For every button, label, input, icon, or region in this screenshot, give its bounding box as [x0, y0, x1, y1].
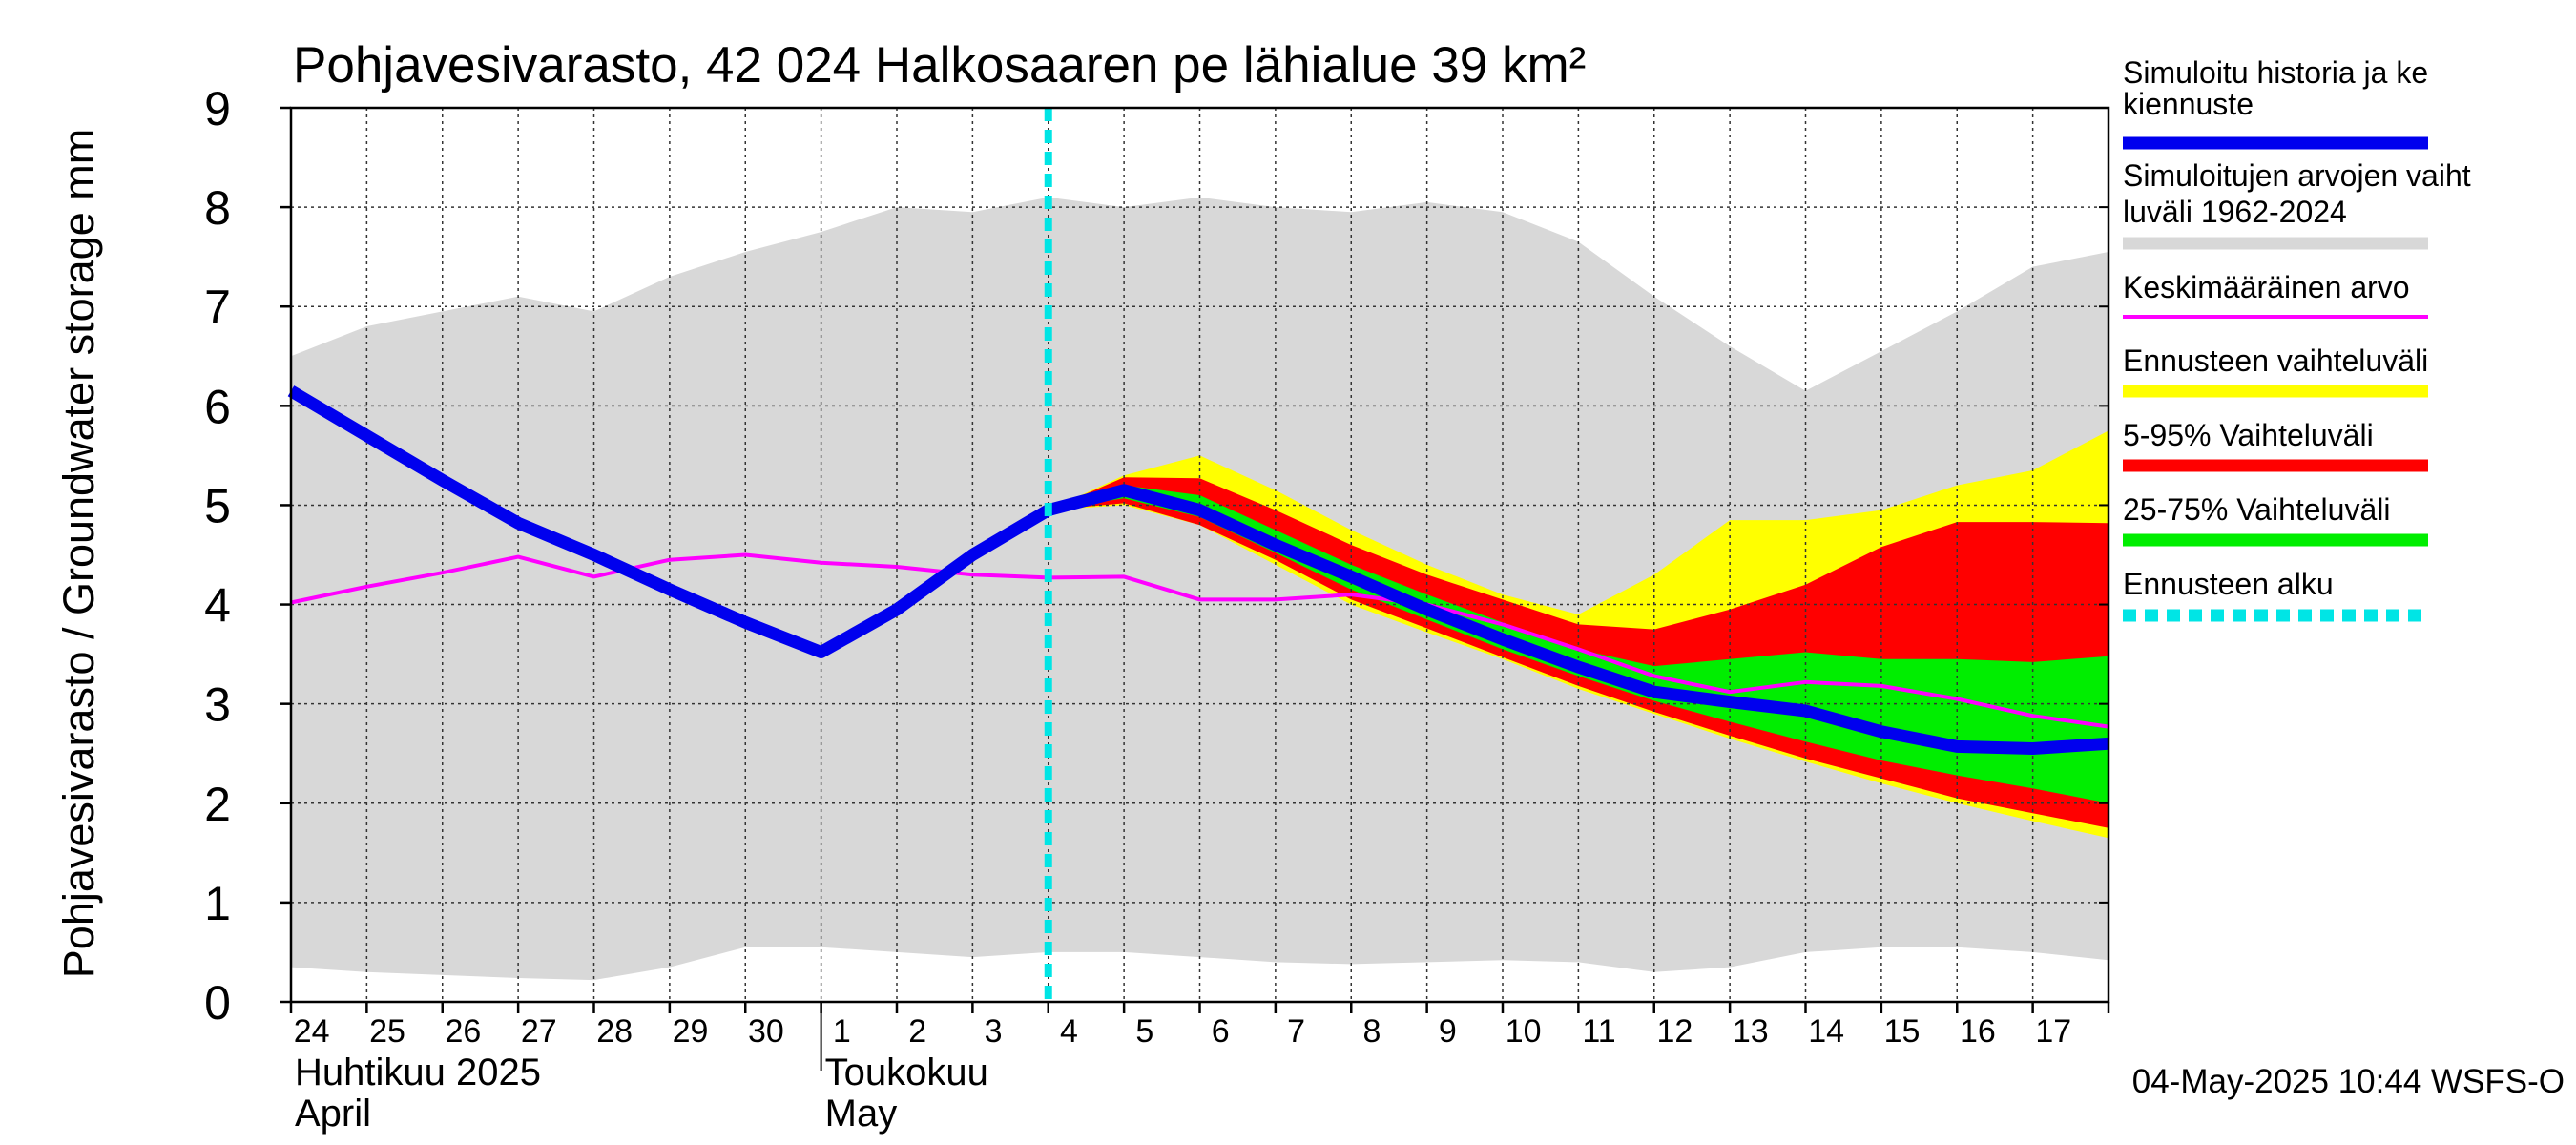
- x-tick-label: 12: [1657, 1013, 1693, 1050]
- x-tick-label: 3: [985, 1013, 1003, 1050]
- month-label-en: May: [825, 1093, 898, 1135]
- x-tick-label: 24: [294, 1013, 330, 1050]
- x-tick-label: 15: [1884, 1013, 1921, 1050]
- y-tick-label: 8: [204, 181, 231, 235]
- chart-title: Pohjavesivarasto, 42 024 Halkosaaren pe …: [293, 37, 1586, 94]
- footer-timestamp: 04-May-2025 10:44 WSFS-O: [2132, 1063, 2565, 1100]
- legend-label: luväli 1962-2024: [2123, 195, 2347, 229]
- month-label-en: April: [295, 1093, 371, 1135]
- x-tick-label: 25: [369, 1013, 405, 1050]
- x-tick-label: 16: [1960, 1013, 1996, 1050]
- y-tick-label: 0: [204, 976, 231, 1030]
- legend-label: 5-95% Vaihteluväli: [2123, 418, 2374, 452]
- x-tick-label: 27: [521, 1013, 557, 1050]
- x-tick-label: 8: [1362, 1013, 1381, 1050]
- x-tick-label: 28: [596, 1013, 633, 1050]
- y-tick-label: 4: [204, 579, 231, 633]
- x-tick-label: 2: [908, 1013, 926, 1050]
- x-tick-label: 9: [1439, 1013, 1457, 1050]
- y-tick-label: 6: [204, 380, 231, 433]
- x-tick-label: 4: [1060, 1013, 1078, 1050]
- x-tick-label: 5: [1135, 1013, 1153, 1050]
- legend-label: 25-75% Vaihteluväli: [2123, 492, 2390, 527]
- y-tick-label: 9: [204, 82, 231, 135]
- x-tick-label: 10: [1506, 1013, 1542, 1050]
- legend-label: kiennuste: [2123, 87, 2254, 121]
- x-tick-label: 30: [748, 1013, 784, 1050]
- x-tick-label: 11: [1582, 1013, 1615, 1050]
- y-tick-label: 3: [204, 678, 231, 732]
- legend-label: Simuloitujen arvojen vaiht: [2123, 158, 2471, 193]
- line-keskim-r-inen-arvo: [290, 552, 2109, 729]
- y-axis-label: Pohjavesivarasto / Groundwater storage m…: [54, 129, 103, 978]
- month-label-fi: Toukokuu: [825, 1051, 988, 1093]
- x-tick-label: 1: [833, 1013, 851, 1050]
- x-tick-label: 7: [1287, 1013, 1305, 1050]
- y-tick-label: 1: [204, 877, 231, 930]
- x-tick-label: 29: [673, 1013, 709, 1050]
- line-simuloitu-historia-ja-keskiennuste: [287, 385, 2109, 755]
- legend-label: Ennusteen alku: [2123, 567, 2334, 601]
- x-tick-label: 13: [1733, 1013, 1769, 1050]
- x-tick-label: 6: [1212, 1013, 1230, 1050]
- month-label-fi: Huhtikuu 2025: [295, 1051, 541, 1093]
- legend-label: Simuloitu historia ja ke: [2123, 55, 2428, 90]
- x-tick-label: 26: [446, 1013, 482, 1050]
- legend-label: Ennusteen vaihteluväli: [2123, 344, 2428, 378]
- x-tick-label: 14: [1808, 1013, 1844, 1050]
- y-tick-label: 5: [204, 479, 231, 532]
- y-tick-label: 2: [204, 778, 231, 831]
- y-tick-label: 7: [204, 281, 231, 334]
- x-tick-label: 17: [2035, 1013, 2071, 1050]
- legend-label: Keskimääräinen arvo: [2123, 270, 2410, 304]
